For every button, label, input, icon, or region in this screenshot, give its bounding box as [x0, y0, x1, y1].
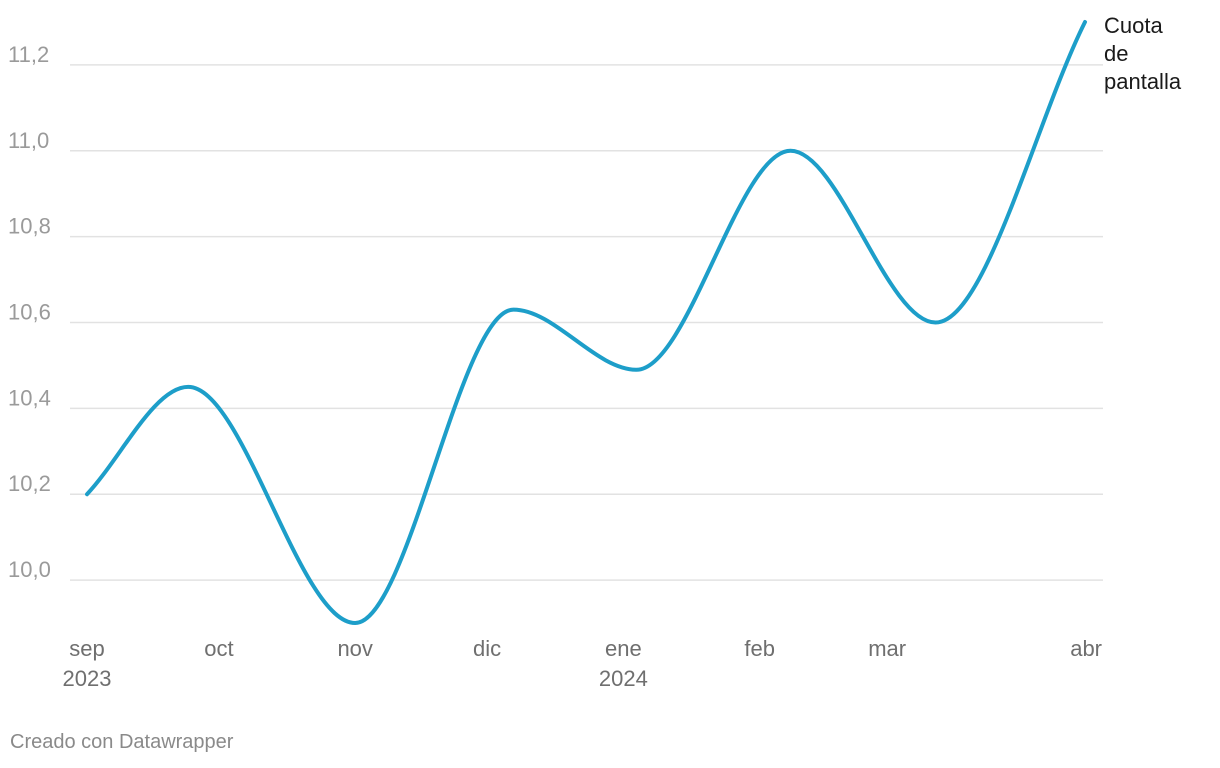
x-tick-year-label: 2023	[63, 666, 112, 691]
y-tick-label: 10,6	[8, 300, 51, 325]
y-axis-tick-labels: 10,0 10,2 10,4 10,6 10,8 11,0 11,2	[8, 42, 51, 582]
y-tick-label: 11,0	[8, 128, 49, 153]
x-tick-label: dic	[473, 636, 501, 661]
x-tick-label: abr	[1070, 636, 1102, 661]
x-tick-label: sep	[69, 636, 104, 661]
x-tick-label: feb	[744, 636, 775, 661]
x-tick-label: ene	[605, 636, 642, 661]
series-line	[85, 20, 1087, 625]
line-chart: 10,0 10,2 10,4 10,6 10,8 11,0 11,2 sep 2023 oct n…	[8, 13, 1182, 691]
x-tick-label: oct	[204, 636, 233, 661]
gridlines	[70, 64, 1103, 581]
y-tick-label: 10,4	[8, 385, 51, 410]
y-tick-label: 10,8	[8, 214, 51, 239]
x-tick-year-label: 2024	[599, 666, 648, 691]
x-tick-label: nov	[337, 636, 372, 661]
x-axis-tick-labels: sep 2023 oct nov dic ene 2024 feb mar abr	[63, 636, 1102, 691]
series-label: Cuota de pantalla	[1104, 13, 1182, 94]
y-tick-label: 10,2	[8, 471, 51, 496]
series-labels: Cuota de pantalla	[1104, 13, 1182, 94]
footer-credit: Creado con Datawrapper	[10, 731, 234, 753]
x-tick-label: mar	[868, 636, 906, 661]
series-lines	[85, 20, 1087, 625]
y-tick-label: 11,2	[8, 42, 49, 67]
y-tick-label: 10,0	[8, 557, 51, 582]
